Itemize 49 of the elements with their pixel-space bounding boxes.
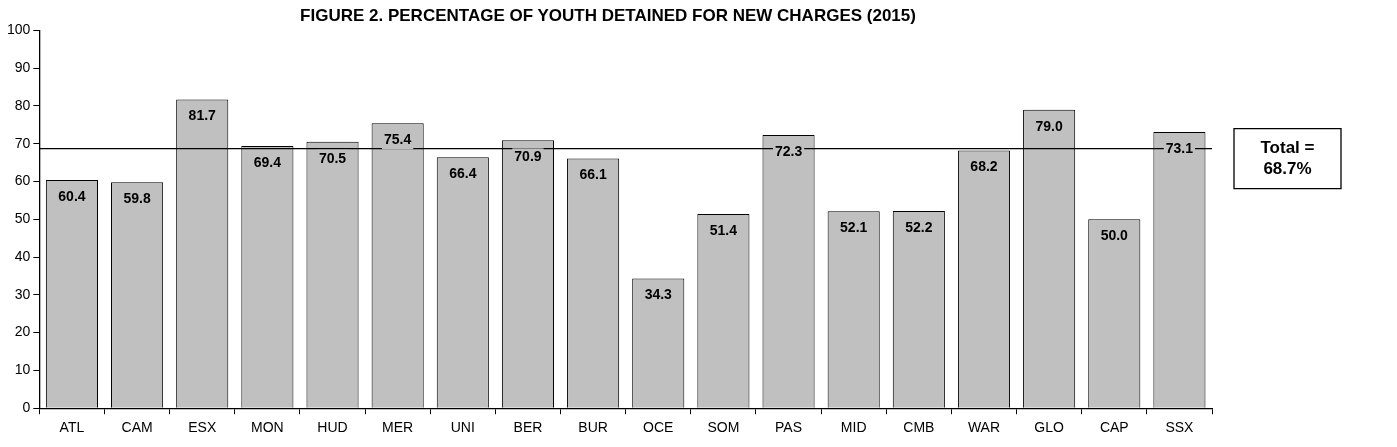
x-tick-label: SOM (707, 419, 740, 436)
x-tick-label: WAR (967, 419, 1001, 436)
y-tick-label: 100 (7, 21, 31, 38)
y-tick-label: 80 (14, 96, 31, 113)
ref-line-label: Total = 68.7% (1260, 137, 1315, 178)
x-tick-label: BUR (578, 419, 608, 436)
data-label: 79.0 (1035, 117, 1063, 134)
y-tick-label: 30 (14, 285, 31, 302)
x-tick-label: MID (840, 419, 867, 436)
x-tick-label: MON (251, 419, 284, 436)
data-label: 51.4 (709, 221, 738, 238)
y-tick-label: 40 (14, 247, 31, 264)
data-label: 34.3 (644, 286, 673, 303)
data-label: 72.3 (774, 142, 803, 159)
data-label: 81.7 (188, 107, 217, 124)
x-tick-label: OCE (643, 419, 674, 436)
y-tick-label: 10 (14, 361, 31, 378)
x-tick-label: CAM (121, 419, 153, 436)
data-label: 66.4 (449, 165, 477, 182)
y-tick-label: 20 (14, 323, 31, 340)
data-label: 59.8 (123, 190, 151, 207)
data-label: 70.9 (514, 148, 542, 165)
y-tick-label: 50 (14, 210, 31, 227)
data-label: 68.2 (970, 158, 998, 175)
y-tick-label: 60 (14, 172, 31, 189)
x-tick-label: PAS (775, 419, 803, 436)
x-tick-label: MER (382, 419, 414, 436)
x-tick-label: UNI (450, 419, 475, 436)
x-tick-label: ATL (59, 419, 85, 436)
data-label: 75.4 (384, 131, 412, 148)
y-tick-label: 0 (22, 399, 31, 416)
x-tick-label: SSX (1165, 419, 1195, 436)
data-label: 66.1 (579, 166, 607, 183)
x-tick-label: HUD (317, 419, 348, 436)
data-label: 73.1 (1165, 139, 1194, 156)
data-label: 50.0 (1100, 227, 1129, 244)
y-tick-label: 70 (14, 134, 31, 151)
data-label: 52.1 (840, 219, 868, 236)
chart-title: FIGURE 2. PERCENTAGE OF YOUTH DETAINED FOR NEW CHARGES (2015) (300, 5, 916, 25)
data-label: 69.4 (253, 153, 282, 170)
y-tick-label: 90 (14, 59, 31, 76)
data-label: 70.5 (318, 149, 347, 166)
x-tick-label: CAP (1099, 419, 1129, 436)
x-tick-label: CMB (903, 419, 935, 436)
x-tick-label: BER (513, 419, 543, 436)
data-label: 52.2 (905, 218, 933, 235)
x-tick-label: GLO (1034, 419, 1065, 436)
data-label: 60.4 (58, 187, 86, 204)
x-tick-label: ESX (188, 419, 217, 436)
